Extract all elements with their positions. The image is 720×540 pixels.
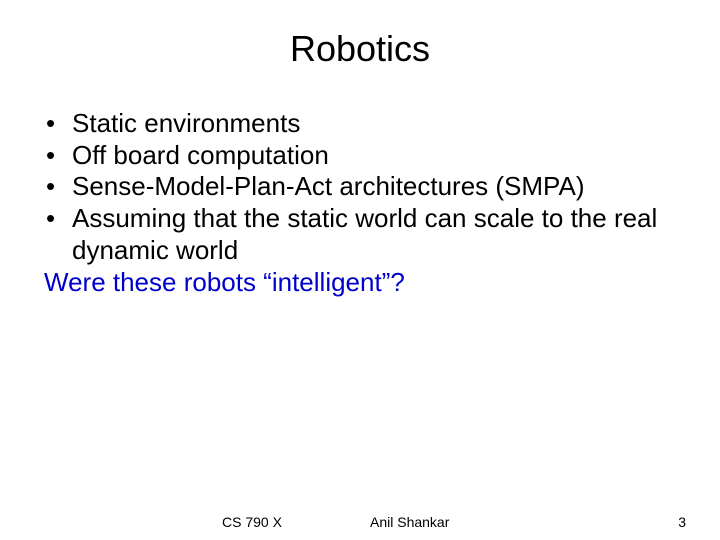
bullet-mark: • (44, 108, 72, 140)
bullet-mark: • (44, 140, 72, 172)
page-title: Robotics (40, 28, 680, 70)
bullet-item: • Static environments (44, 108, 680, 140)
slide: Robotics • Static environments • Off boa… (0, 0, 720, 540)
bullet-item: • Sense-Model-Plan-Act architectures (SM… (44, 171, 680, 203)
footer-author: Anil Shankar (370, 514, 449, 530)
bullet-text: Sense-Model-Plan-Act architectures (SMPA… (72, 171, 680, 203)
bullet-mark: • (44, 203, 72, 235)
bullet-mark: • (44, 171, 72, 203)
bullet-text: Static environments (72, 108, 680, 140)
bullet-text: Assuming that the static world can scale… (72, 203, 680, 266)
footer-course: CS 790 X (222, 514, 282, 530)
bullet-text: Off board computation (72, 140, 680, 172)
footer-page-number: 3 (678, 514, 686, 530)
bullet-item: • Off board computation (44, 140, 680, 172)
closing-question: Were these robots “intelligent”? (44, 267, 680, 299)
slide-content: • Static environments • Off board comput… (40, 108, 680, 298)
bullet-item: • Assuming that the static world can sca… (44, 203, 680, 266)
